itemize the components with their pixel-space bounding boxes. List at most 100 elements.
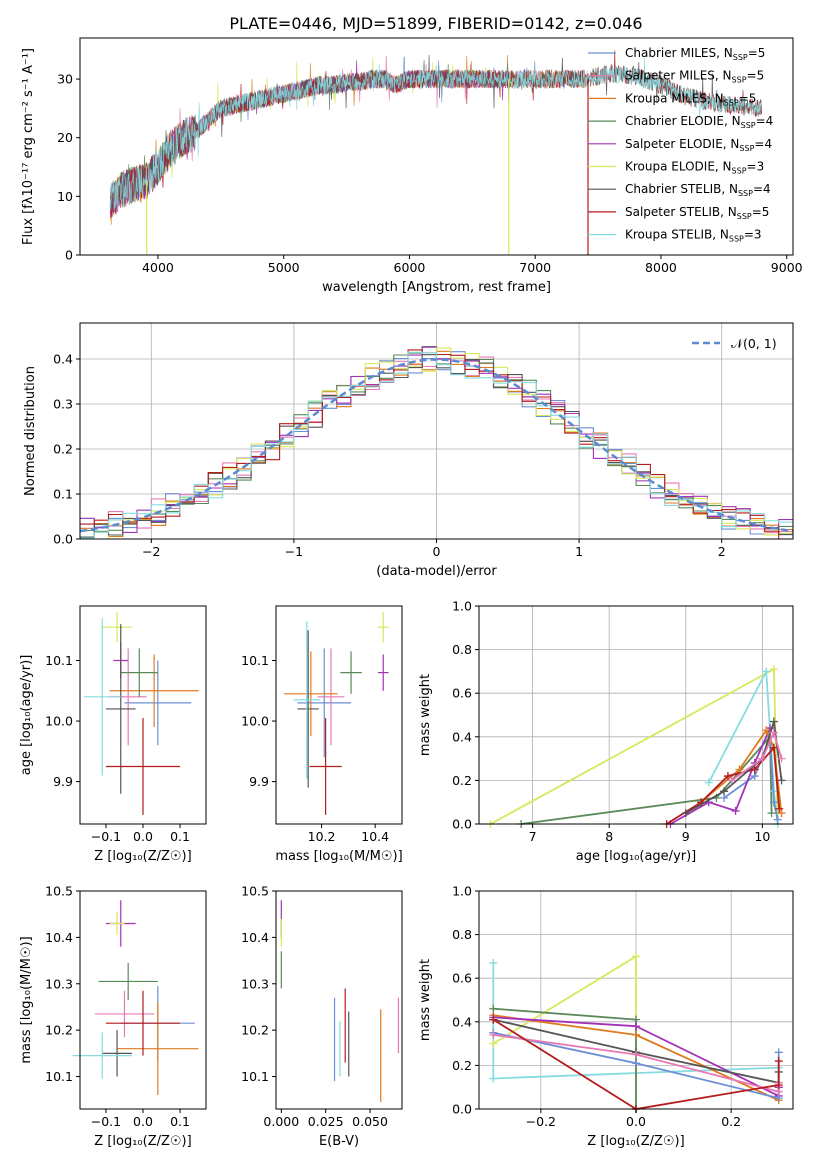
legend-label: Salpeter STELIB, NSSP=5: [625, 205, 769, 221]
series-marker: [774, 1081, 783, 1090]
series-marker: [489, 1015, 498, 1024]
panel-mass_vs_Z: −0.1 0.0 0.1 10.1 10.2 10.3 10.4 10.5 Z [log₁₀(Z…: [19, 884, 207, 1149]
x-tick-label: 1: [575, 544, 583, 559]
legend-label: Chabrier STELIB, NSSP=4: [625, 182, 771, 198]
series-marker: [632, 1022, 640, 1031]
series-marker: [489, 1074, 498, 1083]
y-tick-label: 9.9: [53, 774, 73, 789]
y-tick-label: 0.8: [452, 642, 472, 657]
series-marker: [769, 798, 778, 807]
x-axis-label: Z [log₁₀(Z/Z☉)]: [94, 1134, 191, 1149]
x-tick-label: 9000: [771, 260, 803, 275]
series-marker: [769, 665, 778, 674]
x-tick-label: 0.2: [721, 1114, 741, 1129]
series-marker: [632, 1050, 640, 1059]
x-tick-label: 0.000: [263, 1114, 299, 1129]
series-marker: [632, 952, 640, 961]
series-marker: [489, 1030, 498, 1039]
legend-label: Kroupa MILES, NSSP=5: [625, 91, 756, 107]
x-tick-label: 8000: [645, 260, 677, 275]
series-line: [520, 734, 773, 825]
series-marker: [727, 776, 736, 785]
series-line: [490, 667, 779, 825]
x-tick-label: 0.1: [170, 1114, 190, 1129]
series-line: [492, 1018, 780, 1110]
series-marker: [489, 958, 498, 967]
legend-label: Kroupa STELIB, NSSP=3: [625, 228, 762, 244]
x-axis-label: (data-model)/error: [376, 564, 497, 579]
y-tick-label: 1.0: [452, 884, 472, 899]
panel-mass_vs_ebv: 0.000 0.025 0.050 10.1 10.2 10.3 10.4 10.5 E(B-V…: [241, 884, 403, 1149]
x-tick-label: 7000: [519, 260, 551, 275]
y-tick-label: 0.0: [452, 1102, 472, 1117]
panel-age_vs_mass: 10.2 10.4 9.9 10.0 10.1 mass [log₁₀(M/M☉)]: [241, 605, 403, 864]
legend: 𝒩(0, 1): [692, 336, 777, 351]
y-axis-label: mass [log₁₀(M/M☉)]: [19, 936, 34, 1063]
y-tick-label: 10.2: [241, 1023, 269, 1038]
x-axis-label: Z [log₁₀(Z/Z☉)]: [94, 849, 191, 864]
y-tick-label: 0.0: [452, 817, 472, 832]
x-tick-label: 2: [718, 544, 726, 559]
x-tick-label: 0.050: [352, 1114, 388, 1129]
y-tick-label: 1.0: [452, 599, 472, 614]
axes-frame: [275, 890, 403, 1110]
y-tick-label: 10.4: [241, 930, 269, 945]
x-tick-label: 10: [754, 829, 770, 844]
x-tick-label: 8: [605, 829, 613, 844]
y-tick-label: 10: [57, 189, 73, 204]
y-tick-label: 10.0: [241, 714, 269, 729]
plot-area: [284, 612, 389, 815]
x-tick-label: −0.1: [91, 829, 121, 844]
panel-residuals: −2 −1 0 1 2 0.0 0.1 0.2 0.3 0.4 (data-model)/error…: [23, 322, 794, 579]
plot-area: [489, 952, 783, 1113]
gaussian-reference-line: [79, 358, 794, 533]
y-axis-label: mass weight: [418, 959, 433, 1041]
plot-area: [79, 346, 794, 540]
series-marker: [720, 787, 729, 796]
y-tick-label: 10.4: [45, 930, 73, 945]
x-tick-label: 10.4: [361, 829, 389, 844]
x-tick-label: 0.0: [626, 1114, 646, 1129]
x-axis-label: mass [log₁₀(M/M☉)]: [275, 849, 402, 864]
y-tick-label: 0.4: [53, 352, 73, 367]
series-marker: [767, 809, 776, 818]
legend-label: 𝒩(0, 1): [731, 336, 777, 351]
y-tick-label: 10.2: [45, 1023, 73, 1038]
y-tick-label: 10.3: [241, 976, 269, 991]
y-axis-label: Normed distribution: [23, 366, 38, 496]
plot-area: [486, 665, 786, 828]
axes-frame: [478, 605, 794, 825]
series-marker: [773, 815, 782, 824]
legend-label: Chabrier ELODIE, NSSP=4: [625, 114, 773, 130]
x-tick-label: −0.1: [91, 1114, 121, 1129]
x-tick-label: 7: [529, 829, 537, 844]
series-marker: [775, 804, 784, 813]
series-marker: [632, 1030, 640, 1039]
y-tick-label: 0.3: [53, 397, 73, 412]
y-tick-label: 30: [57, 72, 73, 87]
y-axis-label: age [log₁₀(age/yr)]: [19, 655, 34, 776]
series-marker: [489, 1039, 498, 1048]
plot-area: [109, 50, 762, 255]
x-tick-label: −1: [285, 544, 303, 559]
series-marker: [632, 1059, 640, 1068]
x-tick-label: 6000: [394, 260, 426, 275]
y-tick-label: 10.5: [45, 884, 73, 899]
x-tick-label: −0.2: [526, 1114, 556, 1129]
y-axis-label: Flux [fλ10⁻¹⁷ erg cm⁻² s⁻¹ A⁻¹]: [21, 48, 36, 245]
y-tick-label: 10.1: [241, 653, 269, 668]
y-tick-label: 0.0: [53, 532, 73, 547]
series-marker: [774, 1048, 783, 1057]
x-tick-label: 9: [682, 829, 690, 844]
plot-area: [83, 612, 199, 815]
panel-weight_vs_age: 7 8 9 10 0.0 0.2 0.4 0.6 0.8 1.0 age [log₁₀(age/yr…: [418, 599, 794, 864]
x-tick-label: 5000: [268, 260, 300, 275]
x-axis-label: E(B-V): [319, 1134, 359, 1149]
x-tick-label: 0.0: [133, 1114, 153, 1129]
x-axis-label: age [log₁₀(age/yr)]: [576, 849, 697, 864]
series-marker: [681, 809, 690, 818]
panel-weight_vs_Z: −0.2 0.0 0.2 0.0 0.2 0.4 0.6 0.8 1.0 Z [log₁₀(Z/Z…: [418, 884, 794, 1149]
y-tick-label: 0.1: [53, 487, 73, 502]
legend-label: Kroupa ELODIE, NSSP=3: [625, 160, 764, 176]
